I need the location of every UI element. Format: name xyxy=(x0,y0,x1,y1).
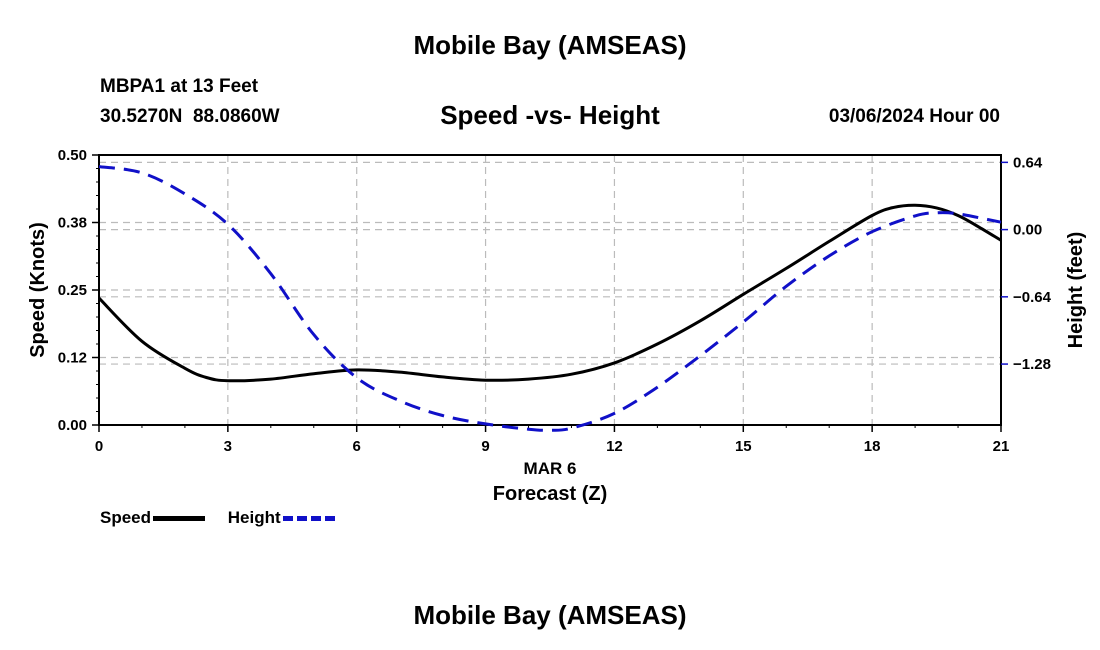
x-axis-date-label: MAR 6 xyxy=(524,459,577,478)
x-axis-title: Forecast (Z) xyxy=(493,483,607,505)
y-right-tick-label: 0.64 xyxy=(1013,154,1043,171)
x-tick-label: 9 xyxy=(481,438,489,455)
x-tick-label: 15 xyxy=(735,438,752,455)
legend-speed-swatch xyxy=(153,515,206,521)
legend: Speed Height xyxy=(100,508,353,528)
y-right-tick-label: −1.28 xyxy=(1013,356,1051,373)
x-tick-label: 3 xyxy=(224,438,232,455)
forecast-date: 03/06/2024 Hour 00 xyxy=(828,106,1000,127)
series-line-speed xyxy=(97,203,1002,383)
y-left-tick-label: 0.12 xyxy=(58,350,87,367)
y-left-tick-label: 0.38 xyxy=(58,215,87,232)
footer-title: Mobile Bay (AMSEAS) xyxy=(413,600,687,630)
station-coordinates: 30.5270N 88.0860W xyxy=(100,106,280,127)
page-title: Mobile Bay (AMSEAS) xyxy=(413,30,687,60)
y-right-tick-label: −0.64 xyxy=(1013,289,1052,306)
y-left-tick-label: 0.00 xyxy=(58,417,87,434)
y-left-tick-label: 0.25 xyxy=(58,282,87,299)
y-right-tick-label: 0.00 xyxy=(1013,222,1042,239)
legend-item-speed: Speed xyxy=(100,508,206,528)
series xyxy=(97,165,1002,432)
legend-speed-label: Speed xyxy=(100,508,152,527)
legend-height-swatch xyxy=(282,515,335,521)
grid-lines xyxy=(99,154,1001,425)
y-axis-right-title: Height (feet) xyxy=(1065,232,1087,349)
chart-subtitle: Speed -vs- Height xyxy=(440,100,660,130)
axes: 0 3 6 9 12 15 18 21 0.00 0.12 0.25 0.38 0.50 0.64 0.00… xyxy=(58,147,1052,455)
legend-item-height: Height xyxy=(228,508,335,528)
legend-height-label: Height xyxy=(227,508,281,527)
series-line-height xyxy=(98,165,1002,432)
x-tick-label: 12 xyxy=(606,438,623,455)
x-tick-label: 0 xyxy=(95,438,103,455)
y-axis-left-title: Speed (Knots) xyxy=(27,222,49,358)
x-tick-label: 21 xyxy=(993,438,1010,455)
station-name: MBPA1 at 13 Feet xyxy=(100,76,259,97)
y-left-tick-label: 0.50 xyxy=(58,147,87,164)
x-tick-label: 18 xyxy=(864,438,881,455)
x-tick-label: 6 xyxy=(353,438,361,455)
